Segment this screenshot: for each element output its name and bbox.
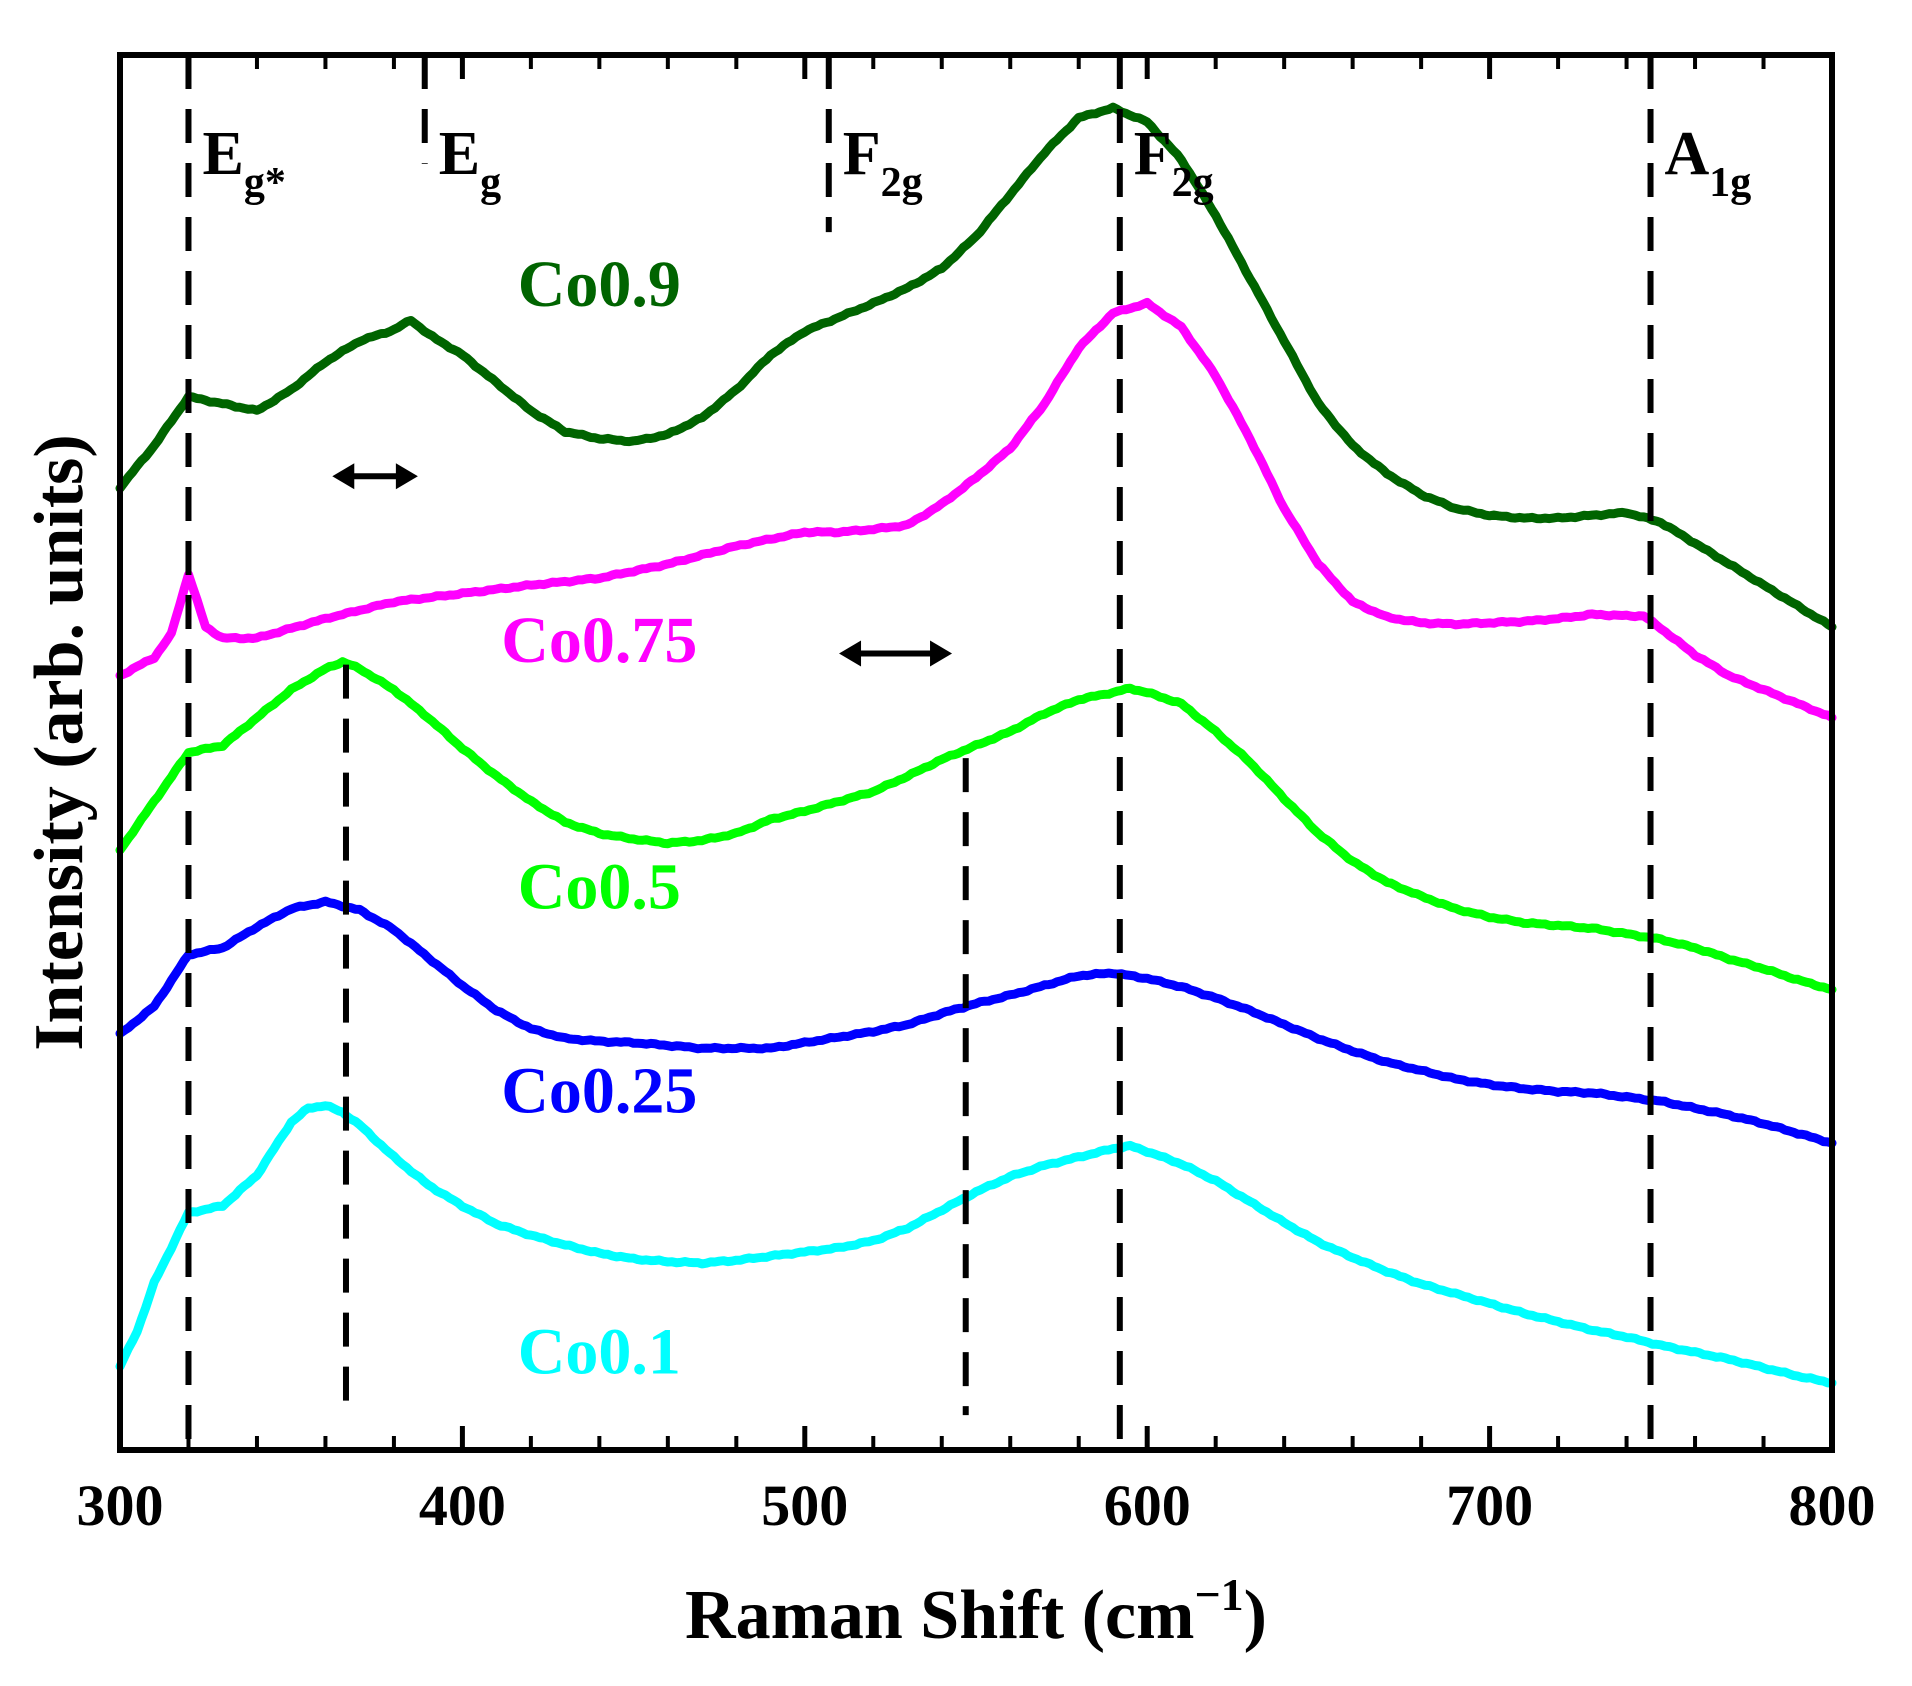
plot-frame <box>117 52 1835 1453</box>
mode-label-Eg*-0: Eg* <box>202 120 285 206</box>
x-tick-label-400: 400 <box>419 1473 506 1538</box>
mode-label-A1g-4: A1g <box>1665 120 1752 206</box>
x-tick-label-600: 600 <box>1104 1473 1191 1538</box>
x-axis-title: Raman Shift (cm−1) <box>685 1569 1267 1654</box>
x-tick-label-700: 700 <box>1446 1473 1533 1538</box>
series-line-Co0.75 <box>115 297 1837 723</box>
series-label-Co0.75: Co0.75 <box>501 604 697 677</box>
series-label-Co0.1: Co0.1 <box>518 1315 681 1388</box>
y-axis-title: Intensity (arb. units) <box>21 434 98 1050</box>
mode-label-F2g-3: F2g <box>1134 120 1214 206</box>
series-label-Co0.9: Co0.9 <box>518 248 681 321</box>
series-layer <box>115 102 1837 1388</box>
series-line-Co0.25 <box>115 896 1837 1148</box>
series-line-Co0.1 <box>115 1101 1837 1388</box>
annotation-layer <box>185 55 1654 1450</box>
double-arrow-0 <box>332 463 418 490</box>
double-arrow-1 <box>839 640 953 667</box>
axes-box <box>117 52 1835 1453</box>
series-line-Co0.9 <box>115 102 1837 632</box>
x-tick-label-300: 300 <box>77 1473 164 1538</box>
mode-label-Eg-1: Eg <box>439 120 501 206</box>
label-layer: Co0.9 Co0.75 Co0.5 Co0.25 Co0.1 Eg* Eg F2g F2g A1… <box>21 120 1876 1654</box>
mode-label-F2g-2: F2g <box>843 120 923 206</box>
x-tick-label-500: 500 <box>761 1473 848 1538</box>
series-line-Co0.5 <box>115 657 1837 995</box>
series-label-Co0.25: Co0.25 <box>501 1054 697 1127</box>
series-label-Co0.5: Co0.5 <box>518 851 681 924</box>
x-axis-ticks <box>117 55 1835 1450</box>
x-tick-label-800: 800 <box>1789 1473 1876 1538</box>
